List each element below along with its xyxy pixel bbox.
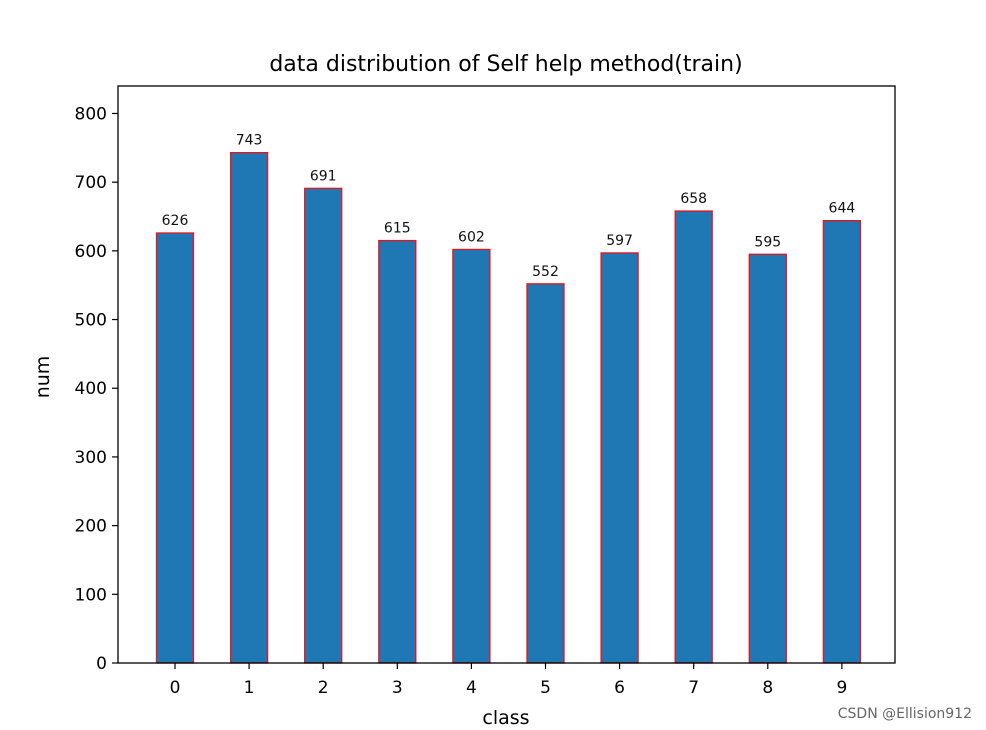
y-axis-ticks: 0 100 200 300 400 500 600 700 800 — [75, 104, 118, 674]
x-tick-label: 7 — [688, 678, 699, 698]
bar-value-label: 597 — [606, 233, 633, 249]
bar — [378, 239, 417, 664]
x-tick-label: 6 — [614, 678, 625, 698]
bar-value-label: 743 — [236, 133, 263, 149]
bar-value-label: 691 — [310, 168, 337, 184]
bar — [600, 252, 639, 664]
bar — [526, 283, 565, 664]
bar-value-label: 615 — [384, 221, 411, 237]
bar — [822, 219, 862, 664]
x-axis-ticks: 0 1 2 3 4 5 6 7 8 9 — [170, 663, 847, 698]
bar-value-label: 658 — [680, 191, 707, 207]
x-tick-label: 5 — [540, 678, 551, 698]
bar-value-label: 626 — [162, 213, 189, 229]
y-tick-label: 0 — [96, 654, 107, 674]
y-tick-label: 300 — [75, 448, 107, 468]
y-tick-label: 400 — [75, 379, 107, 399]
bar — [674, 210, 713, 664]
chart-title: data distribution of Self help method(tr… — [269, 52, 742, 77]
bar — [304, 187, 343, 664]
y-tick-label: 600 — [75, 242, 107, 262]
bar — [229, 151, 269, 664]
bar-value-label: 644 — [829, 201, 856, 217]
y-tick-label: 100 — [75, 585, 107, 605]
x-tick-label: 4 — [466, 678, 477, 698]
y-tick-label: 200 — [75, 517, 107, 537]
y-tick-label: 700 — [75, 173, 107, 193]
plot-area-frame — [117, 85, 896, 664]
bar-value-label: 552 — [532, 264, 559, 280]
bar — [452, 248, 491, 664]
bar — [155, 232, 195, 664]
bars — [155, 151, 862, 664]
bar-value-label: 595 — [754, 234, 781, 250]
bar — [748, 253, 787, 664]
value-labels: 626 743 691 615 602 552 597 658 595 644 — [162, 133, 856, 280]
x-tick-label: 2 — [318, 678, 329, 698]
watermark: CSDN @Ellision912 — [837, 706, 972, 722]
x-tick-label: 3 — [392, 678, 403, 698]
y-axis-label: num — [32, 356, 54, 399]
x-tick-label: 8 — [762, 678, 773, 698]
x-axis-label: class — [482, 707, 529, 729]
x-tick-label: 9 — [836, 678, 847, 698]
y-tick-label: 500 — [75, 311, 107, 331]
x-tick-label: 0 — [170, 678, 181, 698]
bar-value-label: 602 — [458, 229, 485, 245]
x-tick-label: 1 — [244, 678, 255, 698]
y-tick-label: 800 — [75, 104, 107, 124]
